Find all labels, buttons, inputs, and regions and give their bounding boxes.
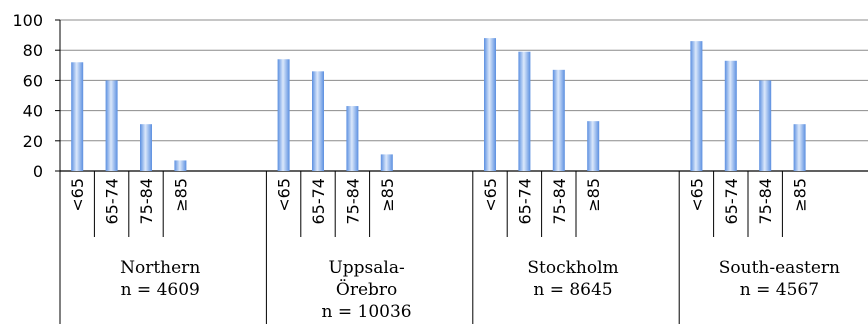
category-label: <65 bbox=[68, 178, 87, 212]
category-label: <65 bbox=[275, 178, 294, 212]
group-name-line2: Örebro bbox=[336, 279, 397, 300]
category-label: 75-84 bbox=[756, 178, 775, 225]
bar bbox=[140, 124, 152, 171]
y-tick-label: 60 bbox=[23, 71, 43, 90]
y-tick-label: 0 bbox=[33, 162, 43, 181]
bar bbox=[587, 121, 600, 171]
group-n-label: n = 4609 bbox=[121, 280, 200, 300]
group-n-label: n = 8645 bbox=[533, 280, 612, 300]
y-tick-label: 100 bbox=[12, 11, 43, 30]
bar bbox=[174, 160, 187, 171]
y-tick-label: 80 bbox=[23, 41, 43, 60]
category-label: 65-74 bbox=[309, 178, 328, 225]
group-name: Northern bbox=[120, 258, 200, 278]
group-n-label: n = 4567 bbox=[740, 280, 819, 300]
bar bbox=[277, 59, 290, 172]
bar bbox=[105, 80, 118, 171]
bar bbox=[71, 62, 84, 171]
category-label: 75-84 bbox=[343, 178, 362, 225]
bar bbox=[793, 124, 806, 171]
category-label: <65 bbox=[687, 178, 706, 212]
y-tick-label: 20 bbox=[23, 132, 43, 151]
group-name: Uppsala- bbox=[328, 258, 404, 278]
category-label: <65 bbox=[481, 178, 500, 212]
bar bbox=[380, 154, 393, 171]
category-label: ≥85 bbox=[171, 178, 190, 212]
bar bbox=[484, 38, 496, 172]
bar bbox=[346, 106, 359, 171]
category-label: ≥85 bbox=[378, 178, 397, 212]
category-label: 65-74 bbox=[103, 178, 122, 225]
bar bbox=[690, 41, 703, 171]
y-tick-label: 40 bbox=[23, 102, 43, 121]
group-name: South-eastern bbox=[719, 258, 840, 278]
bar bbox=[552, 69, 565, 171]
category-label: ≥85 bbox=[584, 178, 603, 212]
category-label: ≥85 bbox=[791, 178, 810, 212]
group-n-label: n = 10036 bbox=[322, 302, 412, 322]
bar bbox=[759, 80, 772, 171]
category-label: 65-74 bbox=[722, 178, 741, 225]
category-label: 65-74 bbox=[515, 178, 534, 225]
bar bbox=[518, 51, 531, 171]
bar bbox=[724, 60, 737, 171]
bar bbox=[312, 71, 324, 171]
group-name: Stockholm bbox=[527, 258, 618, 278]
category-label: 75-84 bbox=[137, 178, 156, 225]
category-label: 75-84 bbox=[550, 178, 569, 225]
